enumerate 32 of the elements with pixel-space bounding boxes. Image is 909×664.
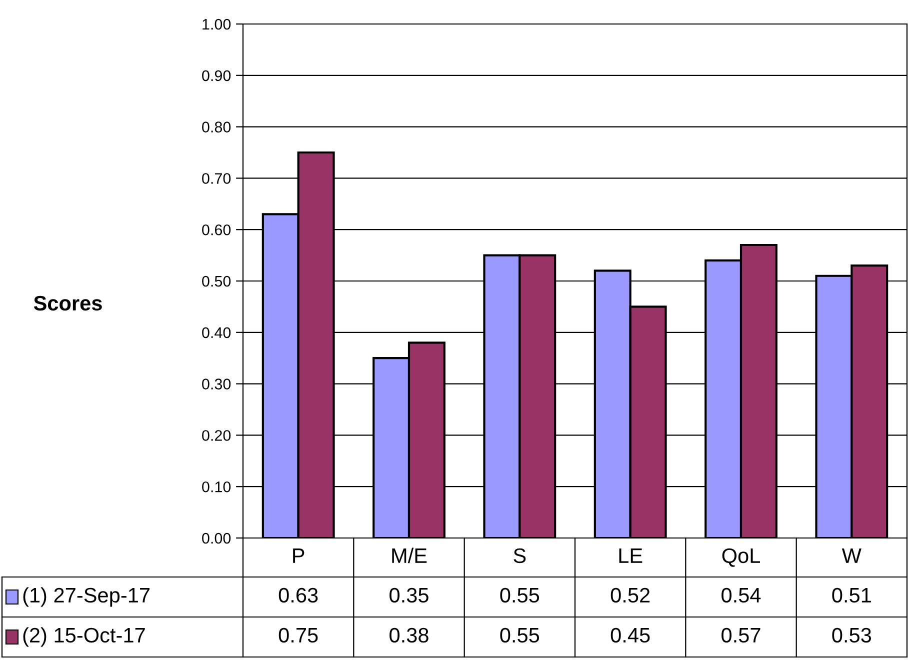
- data-label: 0.57: [722, 628, 760, 643]
- x-tick-label: W: [842, 548, 862, 563]
- y-tick-label: 0.60: [202, 224, 231, 236]
- data-label: 0.55: [500, 628, 540, 643]
- y-tick-label: 0.80: [202, 122, 231, 132]
- y-tick-label: 0.00: [202, 532, 231, 544]
- x-tick-label: S: [514, 548, 526, 564]
- y-tick-label: 0.70: [202, 173, 231, 184]
- y-tick-label: 0.50: [202, 276, 231, 287]
- data-label: 0.35: [390, 588, 428, 603]
- data-label: 0.45: [610, 628, 650, 643]
- data-label: 0.52: [610, 588, 650, 603]
- y-tick-label: 0.90: [202, 70, 231, 82]
- data-label: 0.54: [722, 588, 761, 603]
- legend-label: (2) 15-Oct-17: [23, 627, 145, 647]
- data-label: 0.51: [832, 588, 871, 603]
- data-label: 0.75: [278, 628, 318, 643]
- data-label: 0.38: [390, 628, 428, 643]
- y-tick-label: 0.40: [202, 327, 231, 338]
- data-label: 0.53: [832, 628, 872, 643]
- data-label: 0.55: [500, 588, 540, 603]
- x-tick-label: QoL: [722, 548, 760, 567]
- y-tick-label: 0.10: [202, 481, 231, 492]
- legend-label: (1) 27-Sep-17: [23, 587, 150, 607]
- x-tick-label: P: [293, 548, 304, 563]
- y-axis-title: Scores: [34, 296, 102, 311]
- y-tick-label: 1.00: [202, 18, 231, 30]
- data-label: 0.63: [278, 588, 318, 603]
- y-tick-label: 0.30: [202, 378, 231, 390]
- x-tick-label: LE: [619, 548, 642, 563]
- x-tick-label: M/E: [392, 548, 427, 564]
- y-tick-label: 0.20: [202, 430, 231, 441]
